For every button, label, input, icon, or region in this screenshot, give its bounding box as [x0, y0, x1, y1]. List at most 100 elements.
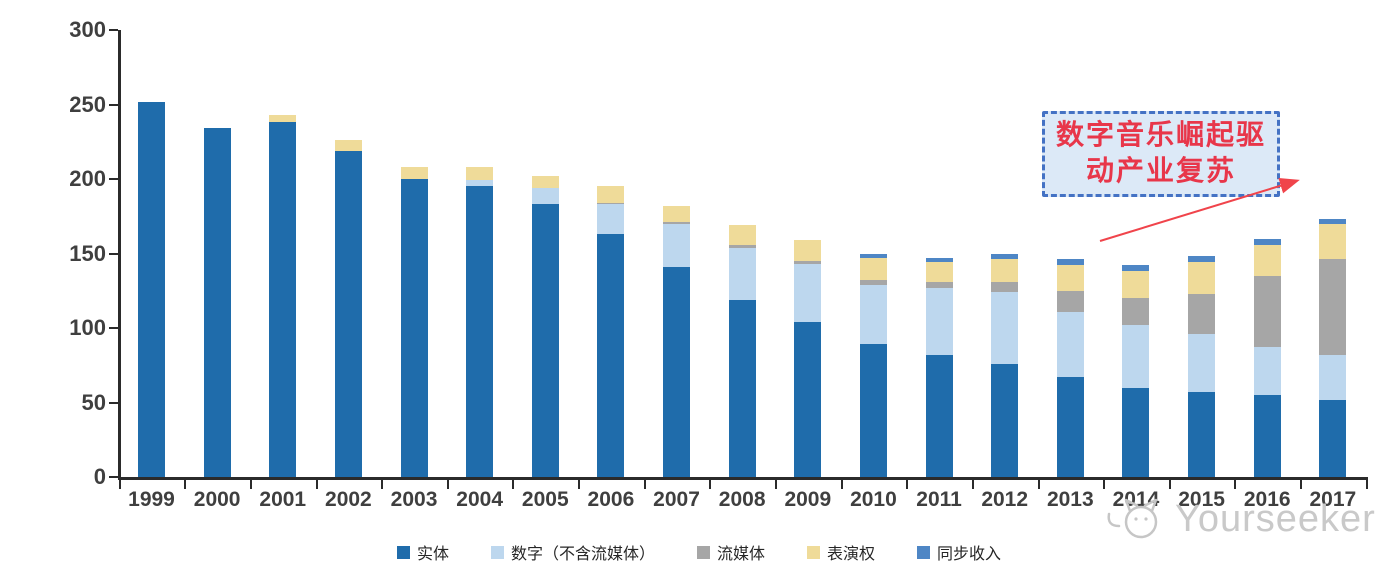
x-axis-tick	[709, 477, 712, 489]
watermark-text: Yourseeker	[1175, 497, 1376, 540]
bar-segment	[991, 363, 1019, 477]
x-axis-tick-label: 2015	[1178, 488, 1225, 511]
y-axis-tick-label: 250	[69, 91, 106, 117]
yourseeker-logo-icon	[1107, 498, 1158, 539]
y-axis-tick	[109, 178, 118, 180]
bar-segment	[925, 262, 953, 282]
x-axis-line	[118, 477, 1366, 480]
bar-segment	[466, 180, 494, 187]
bar-segment	[466, 186, 494, 477]
bar-segment	[663, 223, 691, 267]
bar-segment	[1253, 238, 1281, 245]
x-axis-tick-label: 2008	[718, 488, 766, 511]
legend-item: 实体	[396, 540, 449, 564]
bar-segment	[728, 299, 756, 477]
x-axis-tick-label: 2002	[325, 488, 372, 511]
y-axis-tick	[109, 252, 118, 255]
bar-segment	[1188, 293, 1216, 334]
bar-segment	[925, 354, 953, 477]
bar-segment	[991, 292, 1019, 364]
legend-swatch-icon	[396, 545, 410, 559]
x-axis-tick	[184, 477, 187, 489]
bar-segment	[203, 128, 231, 477]
legend-item: 表演权	[807, 540, 875, 564]
chart-legend: 实体 数字（不含流媒体） 流媒体 表演权 同步收入	[0, 540, 1398, 564]
bar-segment	[1056, 311, 1084, 378]
bar-segment	[859, 257, 887, 281]
bar-segment	[859, 280, 887, 285]
bar-segment	[531, 187, 559, 205]
bar-segment	[269, 114, 297, 123]
bar-segment	[1056, 259, 1084, 266]
bar-segment	[1122, 387, 1150, 477]
legend-item: 流媒体	[696, 540, 765, 564]
x-axis-tick	[906, 477, 909, 489]
bar-segment	[1319, 223, 1347, 260]
bar-segment	[597, 204, 625, 235]
x-axis-tick	[1037, 477, 1040, 489]
bar-segment	[597, 202, 625, 205]
x-axis-tick-label: 2017	[1309, 488, 1357, 511]
bar-segment	[1122, 298, 1150, 325]
watermark: Yourseeker	[1103, 496, 1376, 542]
bar-segment	[1253, 347, 1281, 396]
y-axis-tick-label: 300	[69, 17, 106, 42]
bar-segment	[1253, 275, 1281, 348]
bar-segment	[663, 266, 691, 477]
legend-label: 实体	[416, 546, 449, 563]
bar-segment	[794, 322, 822, 477]
bar-segment	[859, 284, 887, 345]
x-axis-tick	[315, 477, 318, 489]
bar-segment	[334, 150, 362, 477]
bar-segment	[991, 259, 1019, 282]
legend-label: 流媒体	[716, 546, 765, 563]
bar-segment	[269, 122, 297, 477]
y-axis-tick	[109, 401, 118, 404]
bar-segment	[1319, 219, 1347, 224]
legend-item: 数字（不含流媒体）	[490, 540, 655, 564]
x-axis-tick	[512, 477, 515, 489]
x-axis-tick	[578, 477, 581, 489]
bar-segment	[925, 257, 953, 263]
x-axis-tick	[1103, 477, 1106, 489]
bar-segment	[531, 204, 559, 477]
bar-segment	[466, 167, 494, 181]
bar-segment	[1319, 259, 1347, 355]
bar-segment	[531, 176, 559, 188]
y-axis-tick	[109, 103, 118, 106]
x-axis-tick-label: 2013	[1046, 488, 1094, 511]
x-axis-tick-label: 2007	[653, 488, 700, 511]
y-axis-line	[118, 30, 121, 480]
y-axis-tick-label: 0	[93, 464, 106, 489]
legend-label: 表演权	[827, 546, 876, 563]
bar-segment	[728, 225, 756, 245]
bar-segment	[1253, 244, 1281, 276]
bar-segment	[925, 281, 953, 288]
legend-label: 数字（不含流媒体）	[510, 546, 655, 563]
bar-segment	[1188, 256, 1216, 263]
y-axis-tick-label: 50	[81, 389, 106, 415]
y-axis-tick-label: 100	[69, 315, 106, 340]
bar-segment	[1122, 271, 1150, 299]
y-axis-tick	[109, 327, 118, 329]
bar-segment	[1188, 333, 1216, 393]
bar-segment	[138, 101, 165, 477]
bar-segment	[400, 167, 428, 179]
annotation-callout: 数字音乐崛起驱 动产业复苏	[1042, 111, 1280, 197]
bar-segment	[794, 260, 822, 264]
legend-item: 同步收入	[917, 540, 1001, 564]
bar-segment	[400, 179, 428, 477]
x-axis-tick	[249, 477, 252, 489]
bar-segment	[925, 287, 953, 355]
x-axis-tick-label: 2006	[587, 488, 635, 511]
bar-segment	[663, 222, 691, 224]
bar-segment	[597, 186, 625, 203]
bar-segment	[728, 244, 756, 248]
x-axis-tick-label: 1999	[128, 488, 175, 511]
bar-segment	[859, 253, 887, 258]
legend-swatch-icon	[490, 545, 504, 559]
x-axis-tick-label: 2016	[1243, 488, 1291, 511]
bar-segment	[1188, 262, 1216, 294]
